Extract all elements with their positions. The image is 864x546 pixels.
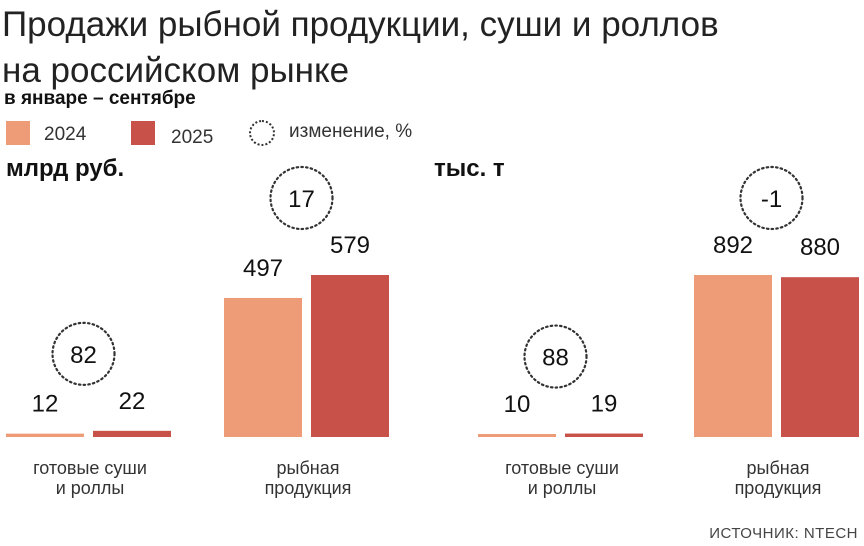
bar-right-fish-2024 (694, 275, 772, 437)
unit-label-left: млрд руб. (6, 155, 125, 182)
change-circle-right-fish (739, 165, 804, 231)
category-label-left-fish: рыбная продукция (264, 458, 352, 498)
category-label-right-sushi: готовые суши и роллы (505, 458, 619, 498)
change-label-left-sushi: 82 (70, 342, 97, 369)
change-label-right-sushi: 88 (542, 345, 569, 372)
bar-right-sushi-2024 (478, 434, 556, 437)
title-line-1: Продажи рыбной продукции, суши и роллов (2, 5, 719, 44)
bar-right-fish-2025 (781, 277, 859, 437)
unit-label-right: тыс. т (434, 155, 505, 182)
change-label-right-fish: -1 (761, 186, 782, 213)
change-circle-left-sushi (51, 321, 116, 386)
value-label-right-sushi-2024: 10 (504, 391, 531, 418)
chart-title: Продажи рыбной продукции, суши и роллов … (2, 2, 719, 94)
legend-label-change: изменение, % (289, 121, 413, 142)
value-label-left-fish-2024: 497 (243, 255, 283, 282)
chart-subtitle: в январе – сентябре (4, 88, 196, 109)
bar-right-sushi-2025 (565, 433, 643, 437)
legend-swatch-2025 (131, 121, 155, 145)
change-label-left-fish: 17 (288, 186, 315, 213)
bar-left-fish-2024 (224, 297, 302, 437)
value-label-left-fish-2025: 579 (330, 232, 370, 259)
legend-swatch-2024 (6, 121, 30, 145)
category-label-right-fish: рыбная продукция (734, 458, 822, 498)
legend-change-circle-icon (249, 120, 275, 146)
legend-label-2025: 2025 (171, 127, 214, 148)
bar-left-fish-2025 (311, 275, 389, 437)
bar-left-sushi-2024 (6, 433, 84, 437)
value-label-right-fish-2025: 880 (800, 234, 840, 261)
category-label-left-sushi: готовые суши и роллы (33, 458, 147, 498)
legend-label-2024: 2024 (44, 124, 87, 145)
source-note: ИСТОЧНИК: NTECH (709, 525, 858, 542)
value-label-left-sushi-2025: 22 (119, 388, 146, 415)
value-label-right-fish-2024: 892 (713, 232, 753, 259)
value-label-left-sushi-2024: 12 (32, 391, 59, 418)
change-circle-right-sushi (523, 324, 588, 389)
value-label-right-sushi-2025: 19 (591, 391, 618, 418)
title-line-2: на российском рынке (2, 51, 350, 90)
bar-left-sushi-2025 (93, 430, 171, 437)
change-circle-left-fish (269, 165, 334, 231)
